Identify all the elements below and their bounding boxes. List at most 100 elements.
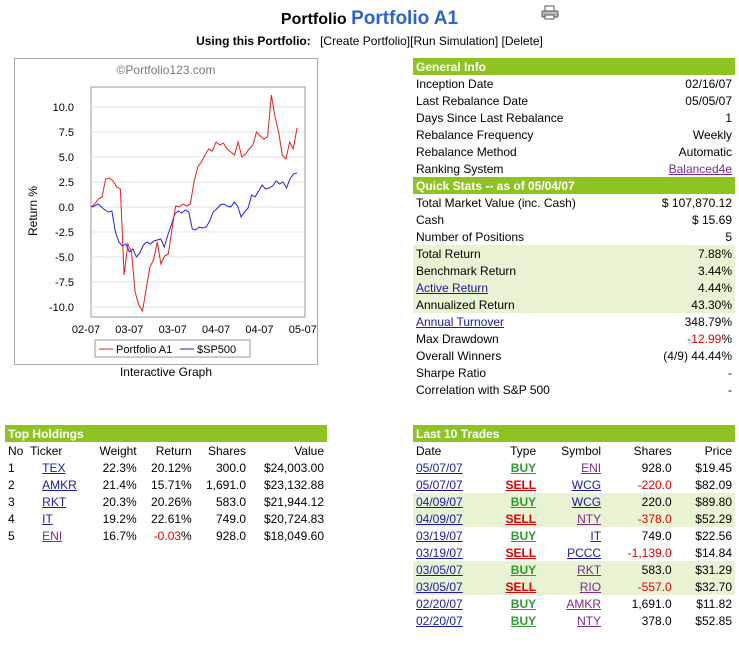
trade-date-link[interactable]: 05/07/07	[416, 477, 463, 492]
buy-link[interactable]: BUY	[510, 528, 537, 543]
trade-date-link[interactable]: 04/09/07	[416, 511, 463, 526]
quick-stats-row: Overall Winners (4/9) 44.44%	[413, 347, 735, 364]
holding-return: 20.26%	[151, 494, 192, 509]
trade-date-link[interactable]: 04/09/07	[416, 494, 463, 509]
trade-row: 04/09/07 BUY WCG 220.0 $89.80	[413, 493, 735, 510]
create-portfolio-link[interactable]: [Create Portfolio]	[320, 34, 411, 48]
symbol-link[interactable]: NTY	[577, 511, 602, 526]
portfolio-name: Portfolio A1	[351, 8, 459, 29]
trade-date-link[interactable]: 02/20/07	[416, 613, 463, 628]
holding-shares: 928.0	[216, 528, 247, 543]
ticker-link[interactable]: IT	[30, 510, 89, 527]
trade-shares: 220.0	[641, 494, 672, 509]
trade-shares: -1,139.0	[627, 545, 672, 560]
y-tick-label: 5.0	[59, 152, 74, 164]
holding-return: -0.03%	[140, 527, 195, 544]
symbol-link[interactable]: NTY	[577, 613, 602, 628]
symbol-link[interactable]: RKT	[577, 562, 602, 577]
general-info-value: 05/05/07	[685, 93, 732, 108]
trade-price: $82.09	[695, 477, 732, 492]
quick-stats-header-title: Quick Stats -- as of 05/04/07	[416, 178, 575, 193]
performance-chart[interactable]: ©Portfolio123.com 10.0 7.5 5.0 2.5 0.0 -2.5 -5…	[14, 58, 318, 365]
quick-stats-value: (4/9) 44.44%	[663, 348, 732, 363]
buy-link[interactable]: BUY	[510, 494, 537, 509]
trade-date-link[interactable]: 02/20/07	[416, 596, 463, 611]
ticker-text[interactable]: AMKR	[42, 477, 77, 492]
sell-link[interactable]: SELL	[505, 511, 537, 526]
symbol-link[interactable]: WCG	[571, 494, 602, 509]
interactive-graph-label: Interactive Graph	[119, 365, 213, 379]
series-line-sp500	[90, 172, 298, 258]
active-return-link[interactable]: Active Return	[416, 280, 489, 295]
ticker-link[interactable]: ENI	[30, 527, 89, 544]
symbol-link[interactable]: IT	[590, 528, 602, 543]
trade-date-link[interactable]: 03/19/07	[416, 528, 463, 543]
ticker-link[interactable]: TEX	[30, 459, 89, 476]
trade-price: $89.80	[695, 494, 732, 509]
run-simulation-link[interactable]: [Run Simulation]	[410, 34, 499, 48]
trade-row: 03/19/07 SELL PCCC -1,139.0 $14.84	[413, 544, 735, 561]
col-trade-shares: Shares	[633, 443, 672, 458]
quick-stats-value: 43.30%	[691, 297, 732, 312]
quick-stats-value: -12.99%	[634, 330, 735, 347]
x-tick-label: 03-07	[115, 324, 143, 336]
holding-value: $18,049.60	[263, 528, 324, 543]
last-trades-title: Last 10 Trades	[416, 426, 500, 441]
holding-weight: 19.2%	[102, 511, 137, 526]
quick-stats-label: Annualized Return	[416, 297, 515, 312]
ticker-link[interactable]: RKT	[30, 493, 89, 510]
ticker-text[interactable]: TEX	[42, 460, 66, 475]
x-tick-label: 04-07	[245, 324, 273, 336]
quick-stats-label: Correlation with S&P 500	[416, 382, 550, 397]
general-info-value: 1	[725, 110, 732, 125]
trade-date-link[interactable]: 03/05/07	[416, 579, 463, 594]
trade-date-link[interactable]: 05/07/07	[416, 460, 463, 475]
ranking-system-link[interactable]: Balanced4e	[668, 161, 732, 176]
trade-price: $22.56	[695, 528, 732, 543]
holding-shares: 583.0	[216, 494, 247, 509]
sell-link[interactable]: SELL	[505, 477, 537, 492]
ticker-text[interactable]: ENI	[42, 528, 63, 543]
holding-no: 1	[8, 460, 15, 475]
ticker-link[interactable]: AMKR	[30, 476, 89, 493]
trade-date-link[interactable]: 03/19/07	[416, 545, 463, 560]
symbol-link[interactable]: PCCC	[567, 545, 602, 560]
printer-icon[interactable]	[541, 5, 559, 20]
negative-return: -0.03	[153, 528, 182, 543]
quick-stats-label: Overall Winners	[416, 348, 502, 363]
trade-shares: 583.0	[641, 562, 672, 577]
buy-link[interactable]: BUY	[510, 460, 537, 475]
general-info-row: Last Rebalance Date 05/05/07	[413, 92, 735, 109]
chart-watermark: ©Portfolio123.com	[117, 63, 216, 77]
ticker-text[interactable]: IT	[42, 511, 53, 526]
quick-stats-value: 3.44%	[697, 263, 732, 278]
general-info-label: Inception Date	[416, 76, 494, 91]
symbol-link[interactable]: AMKR	[566, 596, 602, 611]
symbol-link[interactable]: ENI	[581, 460, 602, 475]
x-tick-label: 04-07	[202, 324, 230, 336]
quick-stats-label: Total Market Value (inc. Cash)	[416, 195, 576, 210]
last-trades-table: Last 10 Trades Date Type Symbol Shares P…	[413, 425, 735, 629]
trade-shares: -220.0	[637, 477, 672, 492]
annual-turnover-link[interactable]: Annual Turnover	[416, 314, 505, 329]
top-holdings-header-row: No Ticker Weight Return Shares Value	[5, 442, 327, 459]
quick-stats-header: Quick Stats -- as of 05/04/07	[413, 177, 735, 194]
sell-link[interactable]: SELL	[505, 545, 537, 560]
quick-stats-label: Number of Positions	[416, 229, 525, 244]
sell-link[interactable]: SELL	[505, 579, 537, 594]
delete-link[interactable]: [Delete]	[501, 34, 543, 48]
buy-link[interactable]: BUY	[510, 613, 537, 628]
quick-stats-label: Benchmark Return	[416, 263, 517, 278]
ticker-text[interactable]: RKT	[42, 494, 67, 509]
symbol-link[interactable]: RIO	[579, 579, 602, 594]
buy-link[interactable]: BUY	[510, 562, 537, 577]
col-weight: Weight	[99, 443, 137, 458]
trade-date-link[interactable]: 03/05/07	[416, 562, 463, 577]
holding-row: 3 RKT 20.3% 20.26% 583.0 $21,944.12	[5, 493, 327, 510]
general-info-row: Rebalance Frequency Weekly	[413, 126, 735, 143]
holding-shares: 300.0	[216, 460, 247, 475]
symbol-link[interactable]: WCG	[571, 477, 602, 492]
holding-value: $20,724.83	[263, 511, 324, 526]
holding-value: $21,944.12	[263, 494, 324, 509]
buy-link[interactable]: BUY	[510, 596, 537, 611]
